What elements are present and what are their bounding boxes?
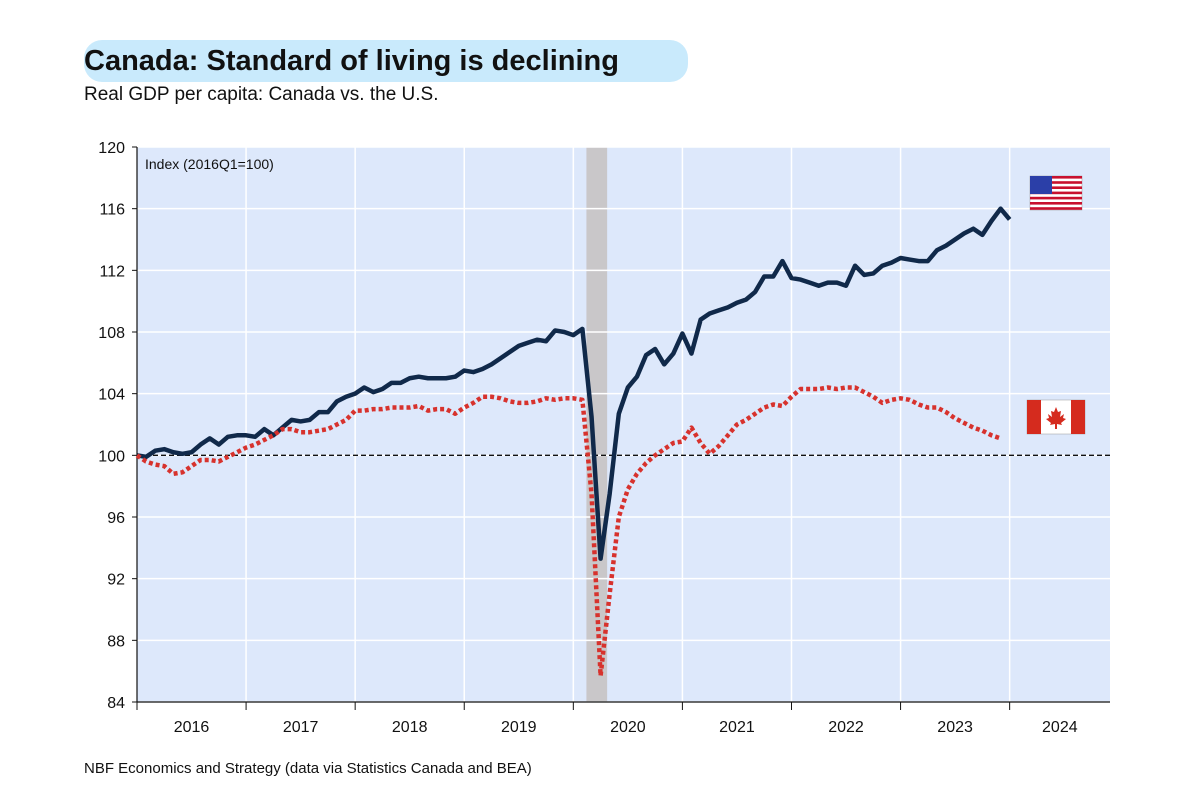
source-note: NBF Economics and Strategy (data via Sta… (84, 760, 532, 777)
title-highlight (84, 40, 688, 82)
chart-title: Canada: Standard of living is declining (84, 45, 619, 77)
y-tick-label: 116 (99, 202, 125, 219)
x-tick-label: 2016 (174, 719, 210, 736)
x-tick-label: 2023 (937, 719, 973, 736)
chart-subtitle: Real GDP per capita: Canada vs. the U.S. (84, 84, 439, 105)
y-tick-label: 112 (99, 263, 125, 280)
x-tick-label: 2021 (719, 719, 755, 736)
y-tick-label: 92 (107, 572, 125, 589)
x-tick-label: 2019 (501, 719, 537, 736)
y-tick-label: 100 (98, 448, 125, 465)
x-tick-label: 2017 (283, 719, 319, 736)
y-tick-label: 96 (107, 510, 125, 527)
annotation: Index (2016Q1=100) (145, 156, 274, 172)
y-tick-label: 84 (107, 695, 125, 712)
canada-flag (1026, 399, 1086, 435)
x-tick-label: 2024 (1042, 719, 1078, 736)
y-tick-label: 120 (98, 140, 125, 157)
x-tick-label: 2020 (610, 719, 646, 736)
x-tick-label: 2022 (828, 719, 864, 736)
plot-area: 84 88 92 96 100 104 108 112 116 120 2016 2017 2018 20… (98, 140, 1110, 736)
y-tick-label: 88 (107, 633, 125, 650)
plot-background (137, 147, 1110, 702)
shaded-period (586, 147, 608, 702)
y-tick-label: 108 (98, 325, 125, 342)
x-tick-label: 2018 (392, 719, 428, 736)
y-tick-label: 104 (98, 387, 125, 404)
series-line (135, 385, 1002, 679)
us-flag (1029, 175, 1083, 211)
